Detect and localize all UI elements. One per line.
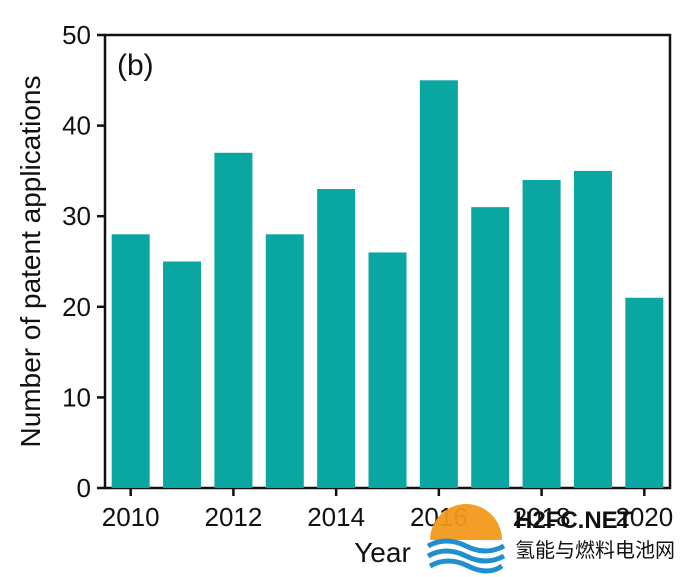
y-tick-label: 40 — [62, 111, 91, 141]
y-axis-title: Number of patent applications — [15, 76, 46, 448]
bar-2015 — [368, 252, 407, 488]
y-tick-label: 30 — [62, 201, 91, 231]
panel-label: (b) — [117, 49, 154, 82]
bar-2016 — [419, 80, 458, 489]
sun-wave-icon — [426, 504, 506, 574]
bar-2018 — [522, 179, 561, 488]
watermark-tagline: 氢能与燃料电池网 — [515, 539, 675, 562]
y-tick-label: 20 — [62, 292, 91, 322]
y-tick-label: 10 — [62, 382, 91, 412]
y-axis-ticks: 0 10 20 30 40 50 — [62, 20, 105, 503]
watermark-logo: H2FC.NET 氢能与燃料电池网 — [426, 504, 675, 574]
bar-group — [111, 80, 664, 489]
bar-2013 — [265, 234, 304, 488]
bar-2019 — [573, 170, 612, 488]
y-tick-label: 0 — [77, 473, 91, 503]
x-tick-label: 2010 — [102, 502, 160, 532]
bar-2010 — [111, 234, 150, 488]
bar-2011 — [163, 261, 202, 488]
bar-2020 — [625, 297, 664, 488]
y-tick-label: 50 — [62, 20, 91, 50]
bar-2012 — [214, 152, 253, 488]
bar-2017 — [471, 207, 510, 488]
watermark-site-name: H2FC.NET — [515, 507, 633, 534]
x-tick-label: 2012 — [204, 502, 262, 532]
x-tick-label: 2014 — [307, 502, 365, 532]
x-tick-label: 2018 — [513, 502, 571, 532]
bar-2014 — [317, 189, 356, 488]
x-axis-title: Year — [354, 537, 411, 568]
x-tick-label: 2020 — [615, 502, 673, 532]
